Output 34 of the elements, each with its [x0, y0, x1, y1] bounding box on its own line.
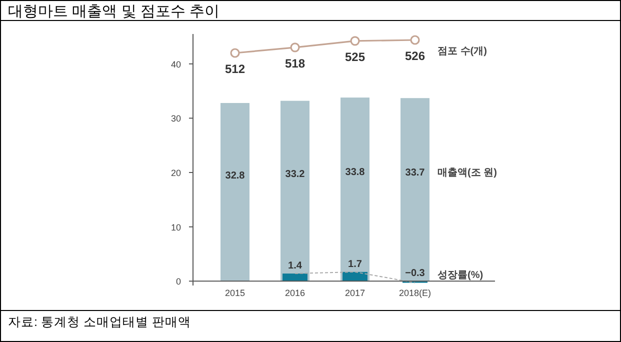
point	[230, 48, 240, 58]
data-label: 1.7	[348, 258, 362, 270]
series-label: 점포 수(개)	[438, 46, 487, 57]
y-tick-label: 20	[170, 168, 181, 178]
y-tick-label: 40	[170, 59, 181, 70]
data-label: 518	[284, 56, 306, 70]
y-tick-label: 10	[170, 222, 181, 232]
data-label: 33.2	[285, 168, 306, 180]
data-label: 33.7	[405, 167, 426, 178]
point	[410, 35, 420, 45]
bar	[282, 274, 308, 282]
bar	[400, 98, 430, 282]
series-label: 매출액(조 원)	[438, 167, 497, 178]
x-tick-label: 2017	[344, 288, 366, 298]
bar	[340, 98, 370, 282]
data-label: −0.3	[405, 268, 426, 280]
data-label: 33.8	[345, 166, 366, 178]
x-tick-label: 2015	[224, 288, 246, 298]
series-label: 성장률(%)	[438, 270, 484, 282]
x-tick-label: 2016	[284, 288, 306, 298]
y-tick-label: 30	[170, 114, 181, 124]
point	[290, 42, 300, 52]
data-label: 525	[344, 50, 366, 64]
data-label: 1.4	[288, 260, 302, 272]
chart-title: 대형마트 매출액 및 점포수 추이	[8, 3, 220, 20]
y-tick-label: 0	[176, 276, 181, 287]
bar	[220, 102, 250, 282]
bar	[280, 100, 310, 282]
data-label: 512	[224, 62, 246, 76]
x-tick-label: 2018(E)	[398, 288, 432, 298]
point	[350, 36, 360, 46]
data-label: 32.8	[225, 170, 246, 182]
text: 자료: 통계청 소매업태별 판매액	[8, 315, 191, 329]
data-label: 526	[404, 49, 426, 63]
